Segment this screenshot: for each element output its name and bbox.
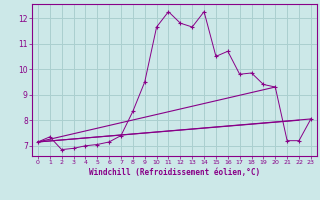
X-axis label: Windchill (Refroidissement éolien,°C): Windchill (Refroidissement éolien,°C) xyxy=(89,168,260,177)
